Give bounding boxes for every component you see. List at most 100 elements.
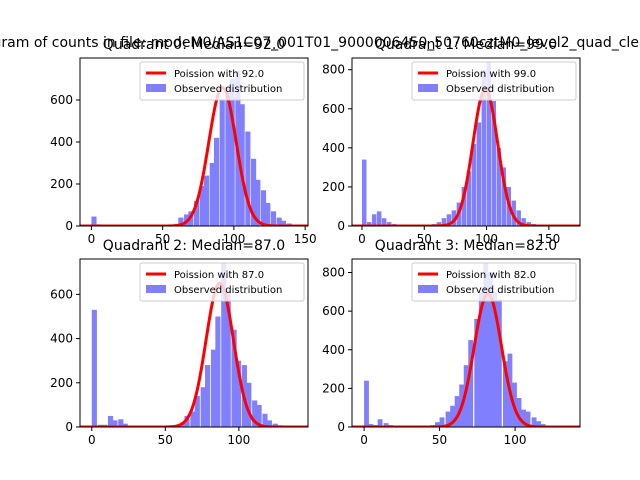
- histogram-bar: [118, 419, 124, 427]
- histogram-bar: [502, 361, 508, 427]
- legend-label-fit: Poission with 92.0: [174, 69, 264, 80]
- histogram-bars: [91, 263, 289, 427]
- histogram-bar: [483, 262, 489, 427]
- axes-frame: [79, 258, 309, 428]
- histogram-bar: [516, 398, 522, 427]
- legend-box: [139, 262, 305, 302]
- histogram-bar: [366, 222, 372, 226]
- y-tick-label: 600: [322, 304, 345, 318]
- histogram-bar: [219, 100, 225, 226]
- histogram-bar: [260, 190, 267, 226]
- y-tick-label: 200: [50, 376, 73, 390]
- x-tick-label: 100: [227, 433, 250, 447]
- y-tick-label: 800: [322, 63, 345, 77]
- histogram-bar: [225, 289, 231, 427]
- histogram-bar: [496, 299, 502, 427]
- subplot-title: Quadrant 3: Median=82.0: [375, 238, 557, 254]
- y-tick-label: 0: [337, 219, 345, 233]
- legend-label-hist: Observed distribution: [446, 285, 554, 296]
- histogram-bar: [487, 272, 493, 427]
- histogram-bar: [476, 122, 482, 226]
- histogram-bar: [496, 147, 502, 226]
- histogram-bar: [536, 421, 542, 427]
- x-tick-label: 0: [360, 433, 368, 447]
- histogram-bar: [478, 291, 484, 427]
- histogram-bar: [194, 200, 200, 226]
- histogram-bar: [466, 171, 472, 226]
- histogram-bar: [276, 217, 282, 226]
- subplot-quadrant-3: 0 50 100 0 200 400 600 800 Quadrant 3: Median=82…: [322, 238, 581, 447]
- histogram-bar: [209, 163, 215, 226]
- legend-label-hist: Observed distribution: [174, 285, 282, 296]
- x-tick-label: 100: [504, 433, 527, 447]
- histogram-bar: [221, 263, 227, 427]
- histogram-bar: [525, 411, 531, 427]
- legend: Poission with 92.0 Observed distribution: [139, 61, 305, 101]
- x-tick-label: 50: [417, 232, 432, 246]
- histogram-bar: [521, 218, 526, 226]
- histogram-bar: [178, 217, 184, 226]
- histogram-bar: [239, 104, 245, 226]
- histogram-bar: [501, 167, 506, 226]
- histogram-bar: [91, 216, 97, 226]
- y-tick-label: 400: [50, 332, 73, 346]
- histogram-bar: [376, 211, 382, 226]
- histogram-bar: [386, 222, 392, 226]
- x-tick-label: 50: [155, 232, 170, 246]
- histogram-bar: [481, 69, 487, 226]
- histogram-bar: [213, 137, 220, 226]
- histogram-bar: [445, 411, 451, 427]
- histogram-bar: [245, 131, 251, 226]
- subplot-quadrant-0: 0 50 100 150 0 200 400 600 Quadrant 0: Median=92…: [50, 37, 317, 246]
- histogram-bar: [210, 349, 217, 427]
- histogram-bar: [205, 365, 211, 427]
- y-tick-label: 600: [50, 93, 73, 107]
- histogram-bar: [474, 318, 480, 427]
- histogram-bar: [203, 175, 210, 226]
- y-tick-label: 600: [50, 287, 73, 301]
- histogram-bar: [272, 423, 278, 427]
- y-tick-label: 800: [322, 266, 345, 280]
- histogram-bar: [256, 404, 262, 427]
- histogram-bar: [231, 329, 237, 427]
- histogram-bar: [251, 158, 257, 226]
- histogram-bar: [454, 396, 460, 427]
- histogram-bar: [436, 222, 442, 226]
- histogram-bar: [446, 214, 452, 226]
- histogram-bar: [252, 400, 258, 427]
- histogram-bar: [107, 415, 114, 427]
- histogram-bar: [112, 420, 118, 427]
- histogram-bar: [215, 316, 221, 427]
- x-tick-label: 50: [432, 433, 447, 447]
- histogram-bar: [364, 380, 369, 427]
- legend: Poission with 82.0 Observed distribution: [411, 262, 577, 302]
- histogram-bar: [361, 159, 367, 226]
- y-tick-label: 200: [322, 180, 345, 194]
- x-tick-label: 100: [222, 232, 245, 246]
- subplot-title: Quadrant 1: Median=99.0: [375, 37, 557, 53]
- legend-box: [411, 61, 577, 101]
- histogram-bar: [526, 222, 531, 226]
- histogram-bar: [471, 143, 477, 226]
- histogram-bar: [225, 87, 231, 226]
- histogram-bar: [122, 423, 128, 427]
- histogram-bar: [486, 61, 492, 226]
- legend-label-hist: Observed distribution: [446, 84, 554, 95]
- histogram-bar: [266, 420, 272, 427]
- histogram-bar: [439, 417, 445, 427]
- histogram-bar: [492, 291, 498, 427]
- subplot-quadrant-1: 0 50 100 150 0 200 400 600 800 Quadrant 1: Median…: [322, 37, 581, 246]
- y-tick-label: 400: [322, 343, 345, 357]
- legend-swatch-hist: [146, 285, 166, 293]
- histogram-bar: [461, 186, 467, 226]
- legend-box: [411, 262, 577, 302]
- histogram-bar: [91, 309, 97, 427]
- histogram-bar: [200, 387, 206, 427]
- subplot-title: Quadrant 2: Median=87.0: [103, 238, 285, 254]
- axes-frame: [351, 258, 581, 428]
- y-tick-label: 0: [337, 420, 345, 434]
- histogram-bar: [246, 382, 252, 427]
- histogram-bar: [383, 423, 389, 427]
- histogram-bar: [450, 405, 455, 427]
